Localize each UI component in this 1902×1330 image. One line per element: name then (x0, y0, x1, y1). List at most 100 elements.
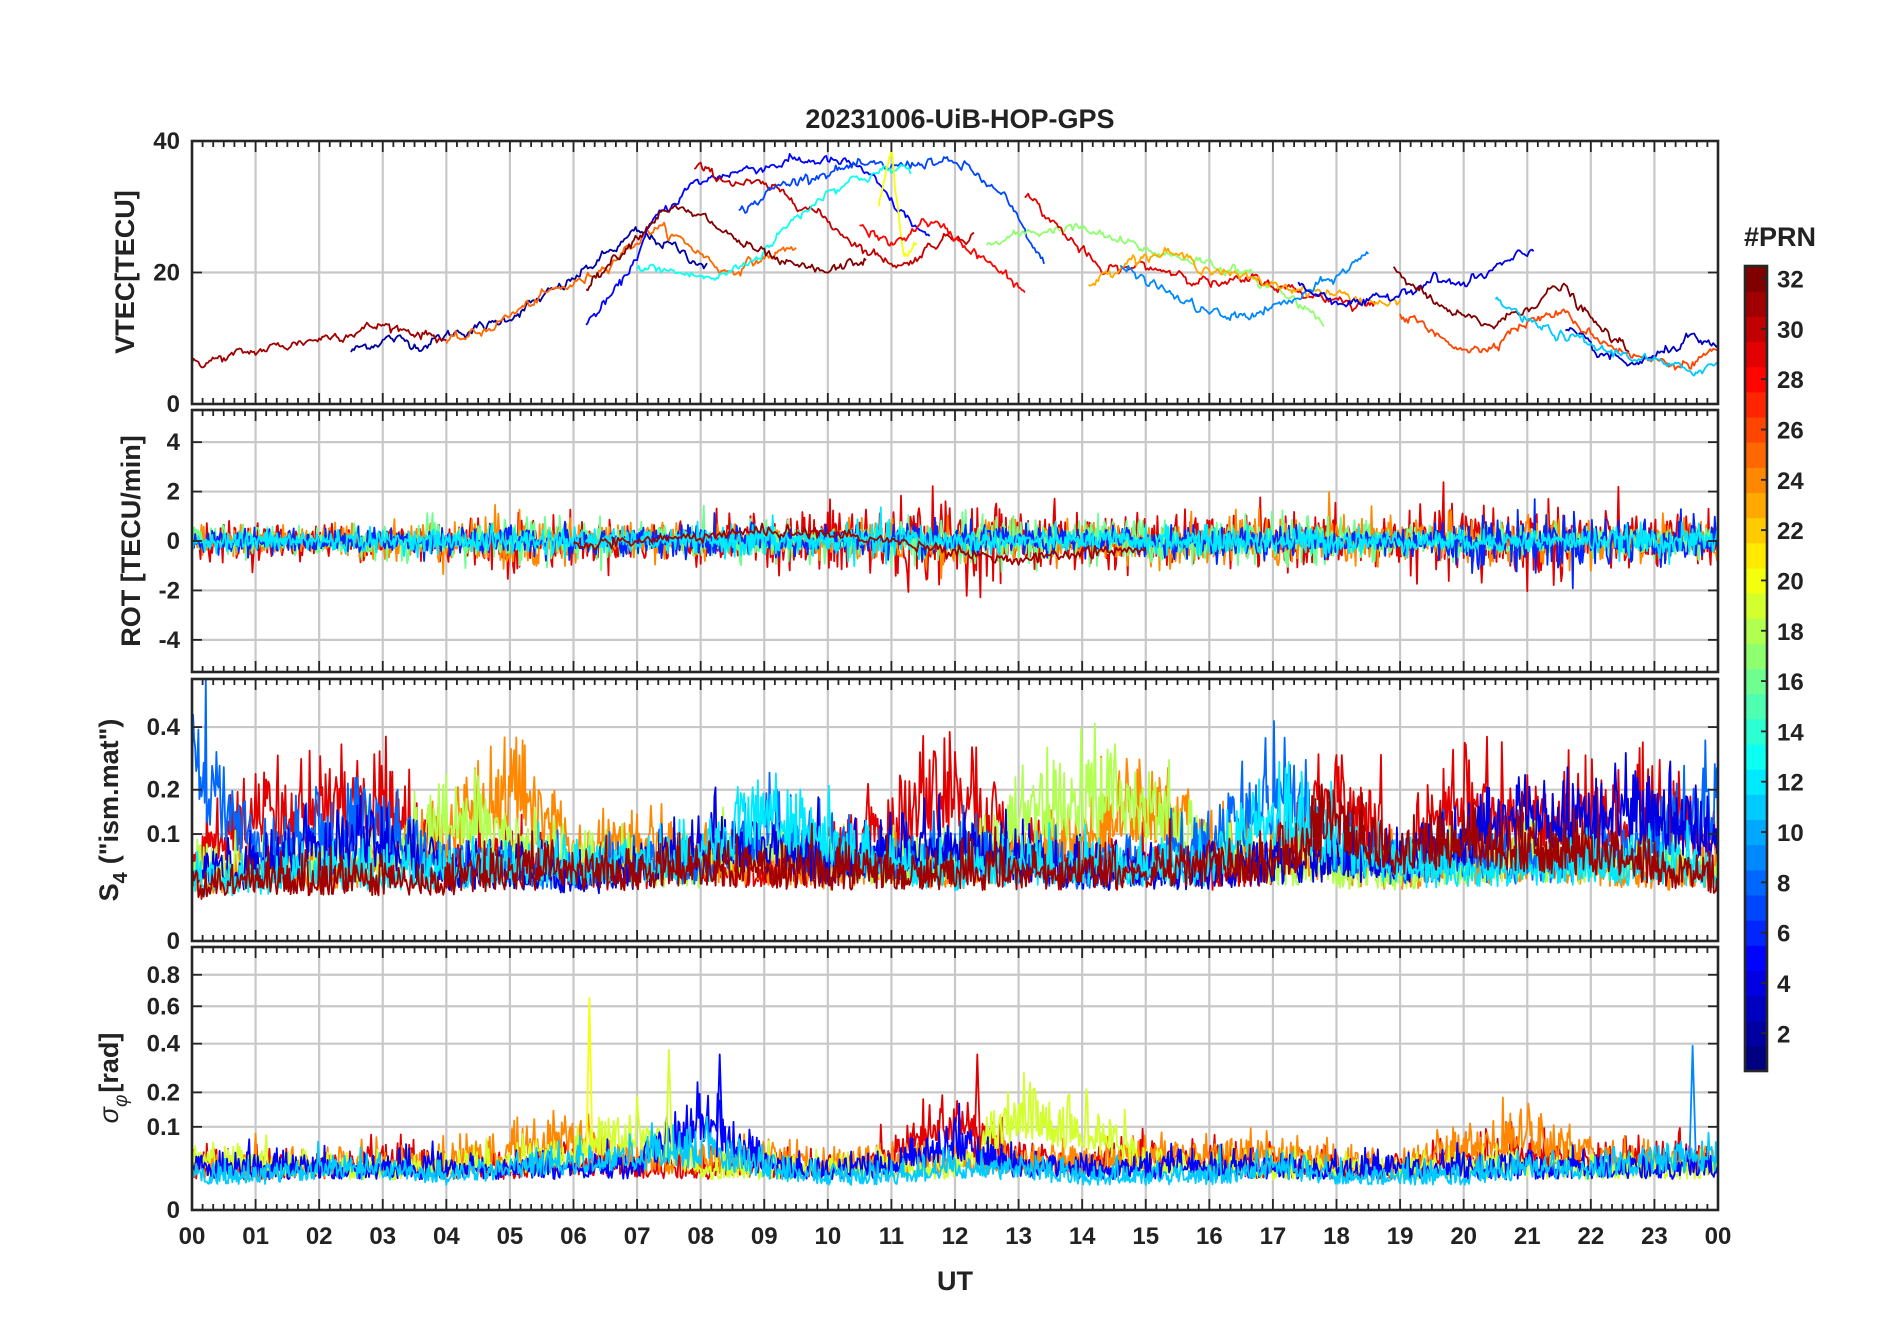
sigma-frame (190, 945, 1720, 1212)
rot-traces (192, 481, 1718, 599)
colorbar-tick-label: 6 (1777, 921, 1790, 948)
x-tick-label: 05 (497, 1223, 524, 1250)
vtec-traces (192, 149, 1718, 377)
series-prn-2 (350, 226, 708, 353)
series-prn-31 (192, 783, 1718, 900)
x-tick-label: 22 (1577, 1223, 1604, 1250)
x-tick-label: 15 (1132, 1223, 1159, 1250)
colorbar-tick-label: 16 (1777, 669, 1804, 696)
x-tick-label: 10 (814, 1223, 841, 1250)
spike-prn-9 (1688, 1044, 1697, 1158)
colorbar-cell-28 (1745, 366, 1767, 393)
x-tick-label: 09 (751, 1223, 778, 1250)
series-prn-31 (192, 321, 447, 369)
vtec-ylabel: VTEC[TECU] (110, 190, 140, 354)
series-prn-23 (1088, 246, 1401, 307)
colorbar-cell-14 (1745, 718, 1767, 745)
x-tick-label: 13 (1005, 1223, 1032, 1250)
y-tick-label: 0.4 (147, 714, 181, 741)
colorbar-tick-label: 2 (1777, 1021, 1790, 1048)
colorbar-tick-label: 32 (1777, 267, 1804, 294)
x-tick-label: 07 (624, 1223, 651, 1250)
series-prn-6 (192, 498, 1718, 590)
x-tick-label: 11 (879, 1223, 904, 1250)
y-tick-label: 4 (167, 429, 181, 456)
series-prn-31 (573, 522, 1147, 566)
colorbar-tick-label: 26 (1777, 418, 1804, 445)
s4-ylabel-rest: ("ism.mat") (94, 719, 124, 865)
colorbar-cell-16 (1745, 668, 1767, 695)
sigma-ylabel-main: σ (94, 1105, 124, 1123)
s4-ylabel-sub: 4 (110, 871, 132, 883)
colorbar-cell-4 (1745, 970, 1767, 997)
x-tick-labels: 00 01 02 03 04 05 06 07 08 09 10 11 12 13 14 15 16 17 18 19… (179, 1223, 1732, 1250)
colorbar-cell-17 (1745, 643, 1767, 670)
sigma-ylabel: σφ [rad] (94, 1033, 132, 1124)
colorbar-cell-25 (1745, 442, 1767, 468)
series-prn-9 (1119, 251, 1370, 321)
vtec-ytick-labels: 0 20 40 (153, 128, 180, 418)
colorbar-tick-label: 18 (1777, 619, 1804, 646)
s4-traces (192, 679, 1718, 900)
x-tick-label: 02 (306, 1223, 333, 1250)
colorbar-cell-27 (1745, 391, 1767, 418)
colorbar-cell-1 (1745, 1045, 1767, 1072)
series-prn-5 (192, 1081, 1718, 1181)
x-tick-label: 19 (1387, 1223, 1414, 1250)
colorbar-cell-3 (1745, 995, 1767, 1022)
y-tick-label: 0.8 (147, 962, 180, 989)
y-tick-label: 0.2 (147, 777, 180, 804)
colorbar-tick-label: 10 (1777, 820, 1804, 847)
colorbar-cell-9 (1745, 844, 1767, 871)
colorbar-tick-label: 20 (1777, 568, 1804, 595)
y-tick-label: 0.2 (147, 1079, 180, 1106)
sigma-ylabel-rest: [rad] (94, 1033, 124, 1093)
colorbar-tick-label: 14 (1777, 719, 1804, 746)
rot-ylabel: ROT [TECU/min] (116, 435, 146, 646)
x-tick-label: 14 (1069, 1223, 1096, 1250)
x-tick-label: 17 (1260, 1223, 1287, 1250)
colorbar-cell-2 (1745, 1020, 1767, 1047)
sigma-ylabel-sub: φ (111, 1095, 132, 1107)
series-prn-12 (192, 506, 1718, 568)
rot-ytick-labels: -4 -2 0 2 4 (159, 429, 181, 654)
x-tick-label: 08 (687, 1223, 714, 1250)
x-tick-label: 03 (369, 1223, 396, 1250)
colorbar-cell-30 (1745, 316, 1767, 343)
spike-prn-19 (665, 1049, 673, 1158)
colorbar-tick-label: 24 (1777, 468, 1804, 495)
x-tick-label: 06 (560, 1223, 587, 1250)
colorbar-tick-label: 12 (1777, 770, 1804, 797)
y-tick-label: 40 (153, 128, 180, 155)
series-prn-32 (585, 204, 867, 292)
x-tick-label: 01 (242, 1223, 269, 1250)
colorbar-cell-15 (1745, 693, 1767, 720)
sigma-panel: 0 0.1 0.2 0.4 0.6 0.8 σφ [rad] (94, 945, 1720, 1224)
colorbar-cell-12 (1745, 769, 1767, 795)
colorbar-cell-20 (1745, 567, 1767, 594)
colorbar-frame (1743, 264, 1769, 1073)
s4-panel: 0 0.1 0.2 0.4 S4 ("ism.mat") (94, 677, 1720, 955)
x-tick-label: 00 (1705, 1223, 1732, 1250)
spike-prn-20 (585, 997, 594, 1158)
colorbar-cell-11 (1745, 794, 1767, 821)
y-tick-label: 0.6 (147, 993, 180, 1020)
colorbar-cell-5 (1745, 945, 1767, 971)
series-prn-20 (877, 149, 918, 258)
colorbar-cell-24 (1745, 467, 1767, 494)
series-prn-3 (1565, 327, 1718, 367)
s4-ytick-labels: 0 0.1 0.2 0.4 (147, 714, 181, 955)
rot-panel: -4 -2 0 2 4 ROT [TECU/min] (116, 408, 1720, 674)
sigma-ytick-labels: 0 0.1 0.2 0.4 0.6 0.8 (147, 962, 181, 1224)
vtec-panel: 0 20 40 VTEC[TECU] (110, 128, 1720, 418)
s4-frame (190, 677, 1720, 943)
series-prn-7 (738, 156, 1045, 265)
colorbar-cells (1745, 266, 1767, 1072)
x-tick-label: 23 (1641, 1223, 1668, 1250)
colorbar-cell-21 (1745, 542, 1767, 569)
x-tick-label: 12 (942, 1223, 969, 1250)
colorbar-tick-label: 4 (1777, 971, 1791, 998)
y-tick-label: 0 (167, 1197, 180, 1224)
y-tick-label: 20 (153, 260, 180, 287)
